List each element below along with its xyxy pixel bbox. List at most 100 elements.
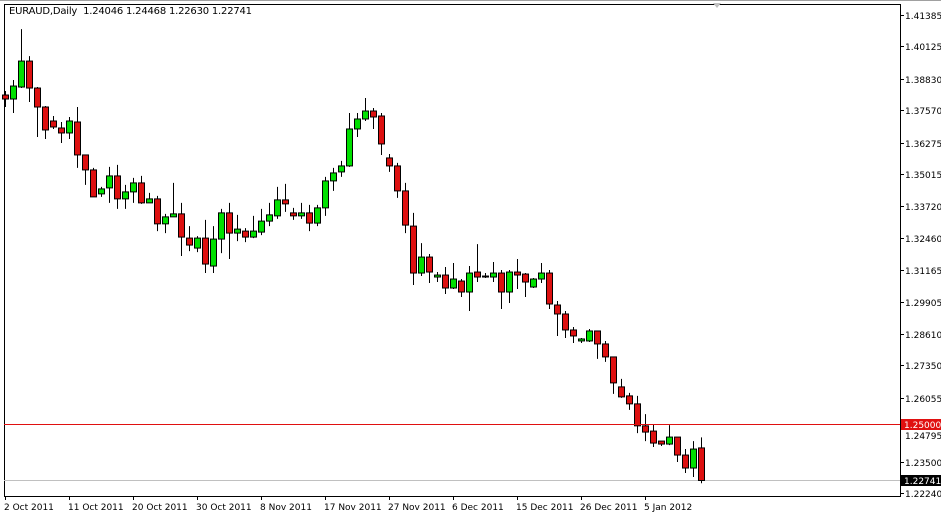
candle (450, 263, 457, 290)
candle (578, 337, 585, 343)
candle (266, 202, 273, 227)
candle (250, 215, 257, 239)
candle (386, 153, 393, 172)
candle (618, 378, 625, 398)
candle-body (226, 212, 233, 234)
candle (474, 244, 481, 283)
candle (354, 112, 361, 137)
candle (314, 204, 321, 227)
plot-area (4, 4, 901, 497)
candle (458, 279, 465, 298)
candle-body (450, 278, 457, 289)
candle-body (122, 191, 129, 200)
candle (506, 270, 513, 303)
current-price-tag (901, 475, 941, 486)
candle (402, 182, 409, 234)
candle-body (514, 271, 521, 276)
candle-body (138, 182, 145, 204)
candle (282, 183, 289, 212)
candle (202, 219, 209, 274)
candle-body (626, 395, 633, 405)
current-price-label: 1.22741 (904, 477, 941, 487)
candle-body (322, 180, 329, 209)
candle-body (306, 212, 313, 224)
candle (210, 226, 217, 274)
candle-body (490, 272, 497, 278)
candle-body (330, 172, 337, 182)
candle-body (618, 386, 625, 398)
chart-title: EURAUD,Daily 1.24046 1.24468 1.22630 1.2… (9, 6, 252, 17)
candle-body (530, 278, 537, 288)
candle-body (234, 228, 241, 234)
candle (122, 184, 129, 209)
y-tick-label: 1.40125 (905, 43, 941, 53)
candle-body (666, 436, 673, 445)
candle-body (82, 154, 89, 171)
candle (162, 213, 169, 234)
candle (82, 154, 89, 185)
candle-body (570, 329, 577, 337)
candle (322, 176, 329, 216)
candle-body (498, 272, 505, 293)
candle-body (186, 237, 193, 246)
x-tick-label: 26 Dec 2011 (580, 503, 638, 513)
candle (346, 112, 353, 167)
candle-body (58, 127, 65, 134)
candle-body (562, 313, 569, 331)
candle (498, 270, 505, 309)
candle-body (346, 128, 353, 167)
x-tick-label: 6 Dec 2011 (452, 503, 504, 513)
candle (586, 328, 593, 342)
candle (226, 202, 233, 260)
candle-body (98, 188, 105, 195)
candle-body (698, 447, 705, 481)
candle-body (74, 121, 81, 156)
candle-body (578, 338, 585, 342)
x-tick-label: 20 Oct 2011 (132, 503, 188, 513)
candle (90, 167, 97, 198)
candle (570, 326, 577, 343)
candle-body (90, 169, 97, 198)
candle-body (474, 271, 481, 278)
candle (146, 192, 153, 204)
candle (418, 243, 425, 277)
candle-body (546, 272, 553, 305)
candle (258, 208, 265, 236)
candle (242, 228, 249, 243)
candle (234, 214, 241, 242)
level-price-tag (901, 419, 941, 430)
candle (674, 436, 681, 463)
candle-body (154, 198, 161, 225)
candle-body (634, 403, 641, 427)
candle-body (394, 165, 401, 192)
candle-body (458, 280, 465, 293)
candle (18, 29, 25, 89)
candle (66, 116, 73, 139)
candle-body (274, 199, 281, 217)
candle (602, 340, 609, 362)
candle (554, 301, 561, 336)
candle-body (370, 110, 377, 118)
candle-body (402, 190, 409, 226)
candle (2, 91, 9, 108)
candle (690, 441, 697, 478)
candle-body (298, 212, 305, 217)
candle-body (26, 60, 33, 89)
y-tick-label: 1.32460 (905, 235, 941, 245)
candle-body (466, 272, 473, 293)
candle-body (202, 237, 209, 265)
candle (666, 425, 673, 446)
candle (466, 266, 473, 311)
candle-body (50, 120, 57, 128)
y-tick-label: 1.27350 (905, 362, 941, 372)
candle (634, 395, 641, 434)
candle (170, 182, 177, 218)
candle (490, 262, 497, 283)
candle (114, 164, 121, 209)
candle (138, 175, 145, 204)
candle-body (410, 225, 417, 274)
candle-body (114, 175, 121, 200)
candle (50, 115, 57, 129)
candle-body (378, 115, 385, 145)
